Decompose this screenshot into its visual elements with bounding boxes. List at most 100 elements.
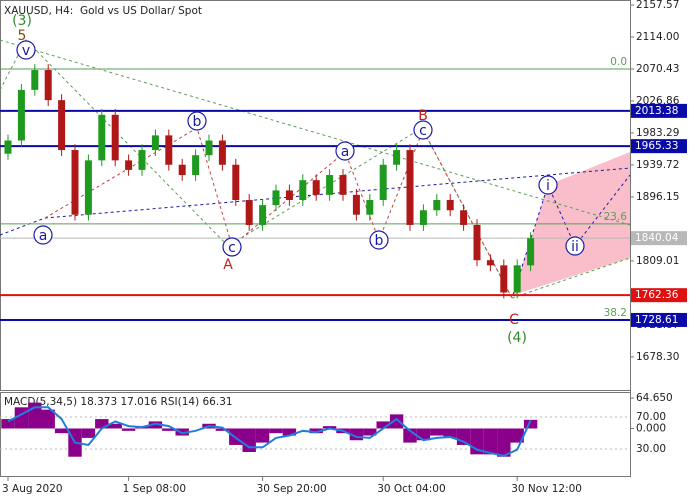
wave-label: c	[419, 123, 427, 139]
level-label: 1762.36	[635, 289, 679, 301]
y-tick-label: 1678.30	[636, 351, 679, 363]
indicator-title: MACD(5,34,5) 18.373 17.016 RSI(14) 66.31	[4, 396, 233, 408]
level-tag	[631, 139, 687, 154]
wave-label: a	[341, 144, 350, 160]
macd-bar	[497, 428, 511, 457]
macd-bar	[269, 428, 283, 434]
macd-bar	[363, 428, 377, 436]
candle-body	[486, 260, 494, 266]
macd-bar	[389, 414, 404, 429]
candle-body	[366, 199, 374, 215]
macd-bar	[41, 409, 55, 429]
wave-label: C	[509, 312, 519, 328]
macd-bar	[430, 428, 444, 436]
y-tick-label: 0.000	[636, 422, 666, 434]
candle-body	[446, 199, 454, 211]
level-label: 1840.04	[635, 232, 679, 244]
wave-circle	[335, 141, 355, 161]
candle-body	[272, 190, 280, 206]
macd-bar	[215, 428, 230, 431]
candle-body	[4, 140, 12, 154]
wave-circle	[538, 175, 558, 195]
candle-body	[285, 190, 293, 200]
y-tick-label: 2070.43	[636, 63, 679, 75]
candle-body	[299, 180, 307, 200]
wave-circle	[369, 230, 389, 250]
fib-label: 0.0	[610, 56, 627, 68]
candle-body	[460, 210, 468, 225]
candle-body	[393, 150, 401, 165]
candle-body	[232, 164, 240, 200]
wave-label: a	[39, 228, 48, 244]
candle-body	[379, 164, 387, 200]
wave-label: ii	[571, 239, 579, 255]
fib-label: 23.6	[604, 211, 628, 223]
candle-body	[473, 224, 481, 261]
wave-label: c	[228, 240, 236, 256]
candle-body	[31, 70, 39, 90]
x-tick-label: 30 Sep 20:00	[257, 483, 327, 495]
candle-body	[125, 160, 133, 170]
macd-bar	[349, 428, 364, 441]
candle-body	[192, 155, 200, 176]
x-tick-label: 30 Nov 12:00	[511, 483, 582, 495]
macd-bar	[81, 428, 96, 438]
candle-body	[178, 164, 186, 176]
wave-circle	[565, 236, 585, 256]
candle-body	[339, 175, 347, 195]
macd-bar	[255, 428, 270, 443]
wave-label: (3)	[12, 13, 32, 29]
trend-line	[0, 39, 631, 226]
wave-label: B	[418, 108, 428, 124]
level-label: 1728.61	[635, 314, 678, 326]
wave-circle	[413, 120, 433, 140]
macd-bar	[483, 428, 498, 455]
candle-body	[138, 150, 146, 170]
signal-line	[7, 406, 532, 457]
level-tag	[631, 103, 687, 118]
macd-bar	[121, 428, 136, 431]
candle-body	[111, 114, 119, 161]
level-tag	[631, 231, 687, 246]
macd-bar	[95, 419, 109, 429]
macd-bar	[309, 428, 323, 434]
x-tick-label: 3 Aug 2020	[2, 483, 63, 495]
fib-label: 38.2	[604, 307, 627, 319]
wave-label: i	[546, 178, 550, 194]
wave-label: v	[22, 43, 30, 59]
level-label: 2013.38	[635, 105, 678, 117]
wave-circle	[222, 237, 242, 257]
macd-bar	[1, 419, 15, 429]
candle-body	[326, 175, 334, 195]
chart-title: XAUUSD, H4: Gold vs US Dollar/ Spot	[4, 5, 202, 17]
y-tick-label: 1896.15	[636, 191, 679, 203]
macd-bar	[175, 428, 189, 436]
candle-body	[352, 194, 360, 215]
level-label: 1965.33	[635, 140, 678, 152]
macd-bar	[416, 428, 431, 441]
macd-bar	[242, 428, 256, 453]
macd-bar	[322, 426, 337, 429]
candle-body	[433, 199, 441, 211]
candle-body	[17, 89, 25, 141]
wave-label: (4)	[507, 330, 527, 346]
macd-bar	[510, 428, 524, 443]
candle-body	[245, 199, 253, 225]
macd-bar	[376, 421, 390, 429]
level-tag	[631, 312, 687, 327]
candle-body	[419, 210, 427, 225]
candle-body	[259, 205, 267, 225]
macd-bar	[162, 428, 176, 431]
candle-body	[151, 135, 159, 151]
wave-line	[511, 257, 631, 299]
candle-body	[218, 140, 226, 165]
macd-bar	[148, 421, 163, 429]
candle-body	[513, 265, 521, 293]
wave-circle	[33, 225, 53, 245]
y-tick-label: 70.00	[636, 411, 666, 423]
x-tick-label: 1 Sep 08:00	[123, 483, 186, 495]
y-tick-label: 64.650	[636, 392, 673, 404]
candle-body	[98, 114, 106, 161]
candle-body	[58, 100, 66, 151]
